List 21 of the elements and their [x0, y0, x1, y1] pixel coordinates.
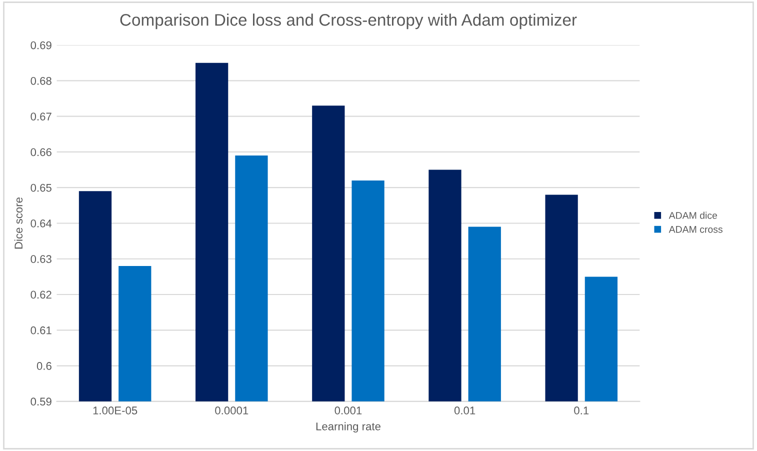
y-tick-label: 0.64 [30, 220, 52, 228]
y-tick-label: 0.62 [30, 290, 52, 299]
y-axis-title: Dice score [14, 197, 23, 249]
x-tick-label: 0.01 [454, 406, 476, 414]
y-tick-label: 0.6 [36, 362, 52, 370]
y-tick-label: 0.65 [30, 184, 52, 192]
x-tick-label: 0.0001 [215, 406, 248, 414]
legend-label: ADAM cross [668, 226, 722, 233]
legend-label: ADAM dice [668, 212, 718, 219]
y-tick-label: 0.69 [30, 41, 52, 50]
x-tick-label: 0.001 [334, 406, 362, 414]
y-tick-label: 0.61 [30, 326, 52, 334]
y-tick-label: 0.59 [30, 398, 52, 406]
y-tick-label: 0.68 [30, 76, 52, 85]
x-tick-label: 1.00E-05 [93, 406, 138, 414]
y-tick-label: 0.66 [30, 148, 52, 156]
y-tick-label: 0.63 [30, 255, 52, 264]
x-tick-label: 0.1 [574, 406, 589, 414]
x-axis-title: Learning rate [316, 422, 380, 433]
chart-title: Comparison Dice loss and Cross-entropy with Adam optimizer [120, 14, 577, 30]
y-tick-label: 0.67 [30, 112, 52, 120]
